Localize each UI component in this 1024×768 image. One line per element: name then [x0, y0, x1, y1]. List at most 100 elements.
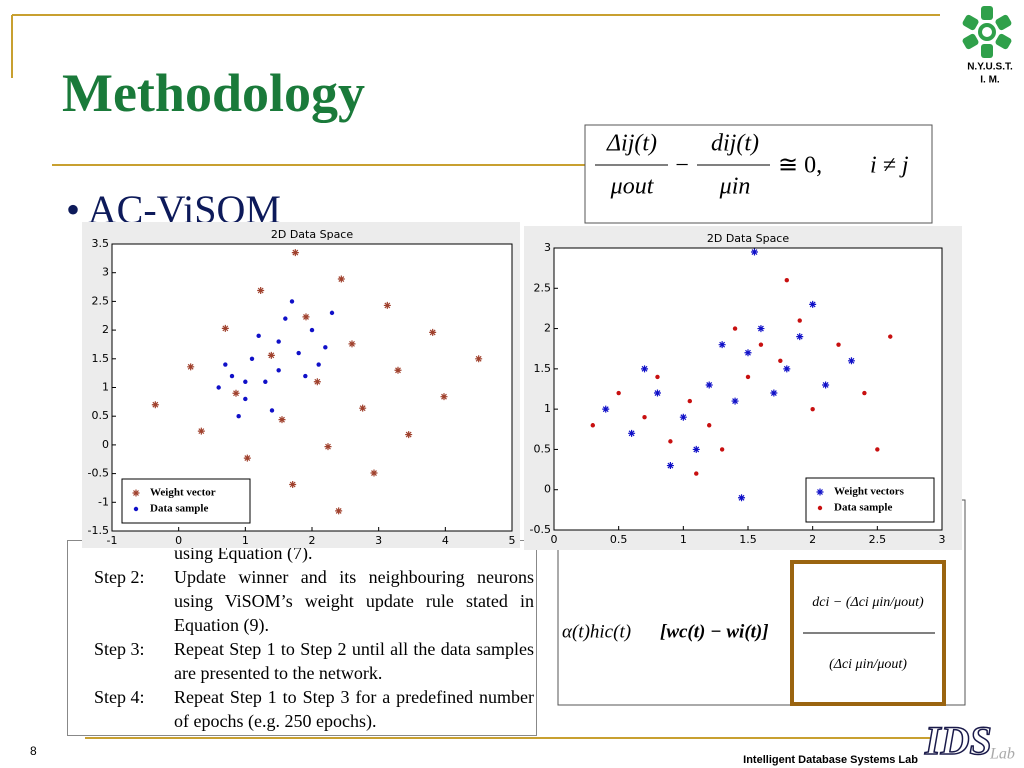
legend-label: Weight vectors: [834, 486, 905, 498]
x-tick-label: 0: [551, 533, 558, 546]
eq-term: (Δci μin/μout): [829, 657, 907, 672]
point: [429, 328, 437, 336]
point: [151, 401, 159, 409]
point: [283, 316, 288, 321]
point: [348, 340, 356, 348]
point: [778, 358, 783, 363]
point: [784, 278, 789, 283]
point: [475, 355, 483, 363]
point: [337, 275, 345, 283]
legend-label: Data sample: [150, 503, 208, 515]
y-tick-label: 2: [544, 322, 551, 335]
legend-label: Weight vector: [150, 487, 216, 499]
eq-term: Δij(t): [606, 131, 657, 157]
x-tick-label: 0: [175, 534, 182, 547]
point: [744, 349, 752, 357]
point: [256, 333, 261, 339]
point: [216, 385, 221, 390]
logo-text: I. M.: [980, 75, 1000, 86]
point: [197, 427, 205, 435]
point: [243, 454, 251, 462]
point: [269, 408, 275, 413]
point: [440, 393, 448, 401]
eq-term: i ≠ j: [870, 153, 909, 179]
point: [289, 299, 295, 304]
y-tick-label: 1: [544, 402, 551, 415]
point: [313, 378, 321, 386]
point: [758, 342, 764, 347]
point: [745, 374, 751, 380]
x-tick-label: 4: [442, 534, 449, 547]
point: [291, 249, 299, 257]
legend: Weight vectors Data sample: [805, 477, 935, 523]
eq-term: dci − (Δci μin/μout): [812, 595, 924, 610]
point: [666, 462, 674, 470]
point: [797, 318, 802, 323]
point: [738, 494, 746, 502]
point: [836, 342, 841, 347]
y-tick-label: 1.5: [92, 352, 110, 365]
x-tick-label: 1: [680, 533, 687, 546]
point: [862, 390, 867, 396]
point: [133, 506, 139, 512]
x-tick-label: 5: [509, 534, 516, 547]
step: Step 3: Repeat Step 1 to Step 2 until all…: [68, 637, 536, 685]
point: [810, 406, 815, 412]
point: [316, 362, 321, 367]
steps-box: using Equation (7). Step 2: Update winner…: [67, 540, 537, 736]
point: [329, 310, 335, 316]
point: [719, 447, 725, 452]
logo-lab: Lab: [989, 746, 1015, 763]
y-tick-label: 3.5: [92, 237, 110, 250]
y-tick-label: 1.5: [534, 362, 552, 375]
point: [602, 405, 610, 413]
point: [405, 431, 413, 439]
point: [731, 397, 739, 405]
point: [817, 505, 823, 511]
point: [229, 373, 235, 379]
point: [276, 339, 281, 344]
point: [187, 363, 195, 371]
logo-ids: IDS: [924, 718, 992, 763]
x-tick-label: 2.5: [869, 533, 887, 546]
eq-term: [wc(t) − wi(t)]: [660, 621, 769, 642]
point: [888, 334, 893, 339]
point: [641, 365, 649, 373]
y-tick-label: 0.5: [92, 409, 110, 422]
point: [302, 313, 310, 321]
point: [383, 301, 391, 309]
eq-term: α(t)hic(t): [562, 621, 631, 642]
point: [236, 414, 241, 419]
x-tick-label: 2: [809, 533, 816, 546]
point: [309, 327, 315, 333]
y-tick-label: -1: [98, 495, 109, 508]
point: [267, 351, 275, 359]
highlight-box: [790, 560, 946, 706]
step-label: Step 2:: [94, 567, 145, 587]
point: [705, 381, 713, 389]
legend-box: [805, 477, 935, 523]
point: [370, 469, 378, 477]
chart-title: 2D Data Space: [707, 232, 789, 245]
step-text: Repeat Step 1 to Step 3 for a predefined…: [174, 687, 534, 731]
step: Step 4: Repeat Step 1 to Step 3 for a pre…: [68, 685, 536, 733]
point: [847, 357, 855, 365]
y-tick-label: 3: [544, 241, 551, 254]
y-tick-label: 2: [102, 323, 109, 336]
point: [707, 423, 712, 428]
x-tick-label: 1: [242, 534, 249, 547]
point: [679, 413, 687, 421]
eq-term: dij(t): [711, 131, 759, 157]
y-tick-label: 3: [102, 266, 109, 279]
legend: Weight vector Data sample: [121, 478, 251, 524]
point: [875, 447, 880, 452]
step-text: Repeat Step 1 to Step 2 until all the da…: [174, 639, 534, 683]
chart-title: 2D Data Space: [271, 228, 353, 241]
point: [223, 362, 228, 367]
y-tick-label: -0.5: [88, 467, 109, 480]
point: [303, 373, 308, 379]
x-tick-label: 2: [309, 534, 316, 547]
